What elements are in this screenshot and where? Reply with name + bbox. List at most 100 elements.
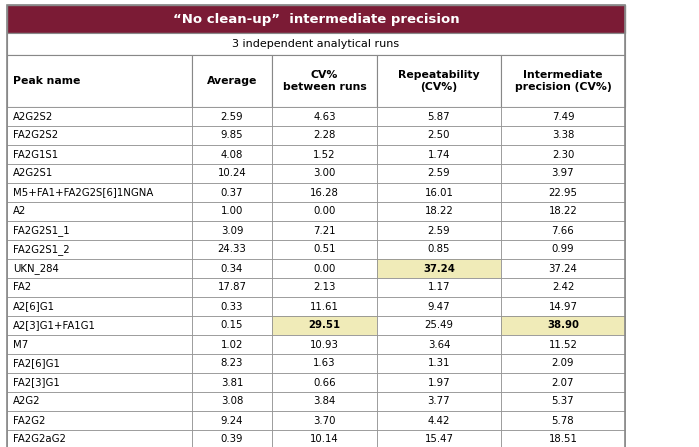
Bar: [501, 316, 625, 335]
Text: 2.59: 2.59: [428, 225, 450, 236]
Text: 18.51: 18.51: [549, 434, 577, 444]
Bar: [501, 411, 625, 430]
Text: 3.38: 3.38: [552, 131, 574, 140]
Bar: [7, 430, 192, 447]
Text: 16.01: 16.01: [424, 187, 454, 198]
Text: 37.24: 37.24: [549, 263, 577, 274]
Text: 1.52: 1.52: [313, 149, 336, 160]
Bar: [272, 183, 377, 202]
Text: 3.64: 3.64: [428, 340, 450, 350]
Text: 2.28: 2.28: [313, 131, 336, 140]
Text: 7.49: 7.49: [552, 111, 575, 122]
Text: A2G2S2: A2G2S2: [13, 111, 53, 122]
Text: 1.63: 1.63: [313, 358, 336, 368]
Text: 1.31: 1.31: [428, 358, 450, 368]
Text: 10.14: 10.14: [310, 434, 339, 444]
Bar: [272, 335, 377, 354]
Text: 2.50: 2.50: [428, 131, 450, 140]
Bar: [272, 278, 377, 297]
Text: Peak name: Peak name: [13, 76, 80, 86]
Text: 11.61: 11.61: [310, 301, 339, 312]
Text: FA2G2S2: FA2G2S2: [13, 131, 58, 140]
Bar: [192, 354, 272, 373]
Bar: [501, 373, 625, 392]
Bar: [192, 221, 272, 240]
Bar: [7, 259, 192, 278]
Text: 9.85: 9.85: [221, 131, 243, 140]
Text: UKN_284: UKN_284: [13, 263, 59, 274]
Text: FA2G2aG2: FA2G2aG2: [13, 434, 66, 444]
Bar: [192, 297, 272, 316]
Bar: [272, 259, 377, 278]
Bar: [272, 126, 377, 145]
Bar: [192, 55, 272, 107]
Bar: [377, 430, 501, 447]
Bar: [272, 145, 377, 164]
Text: 11.52: 11.52: [549, 340, 577, 350]
Bar: [501, 430, 625, 447]
Bar: [272, 221, 377, 240]
Bar: [7, 316, 192, 335]
Bar: [272, 392, 377, 411]
Bar: [7, 240, 192, 259]
Bar: [377, 240, 501, 259]
Bar: [501, 221, 625, 240]
Text: FA2G1S1: FA2G1S1: [13, 149, 58, 160]
Bar: [377, 221, 501, 240]
Text: A2G2: A2G2: [13, 396, 41, 406]
Text: 5.37: 5.37: [552, 396, 575, 406]
Text: 24.33: 24.33: [217, 245, 246, 254]
Text: 37.24: 37.24: [423, 263, 455, 274]
Text: 4.08: 4.08: [221, 149, 243, 160]
Bar: [501, 145, 625, 164]
Text: 3.70: 3.70: [313, 416, 336, 426]
Text: 5.78: 5.78: [552, 416, 575, 426]
Text: A2[3]G1+FA1G1: A2[3]G1+FA1G1: [13, 320, 96, 330]
Bar: [272, 411, 377, 430]
Text: FA2G2: FA2G2: [13, 416, 45, 426]
Bar: [7, 183, 192, 202]
Bar: [192, 183, 272, 202]
Text: 3.97: 3.97: [552, 169, 575, 178]
Bar: [7, 5, 625, 33]
Bar: [7, 278, 192, 297]
Bar: [192, 145, 272, 164]
Text: Repeatability
(CV%): Repeatability (CV%): [398, 70, 480, 92]
Text: 3.08: 3.08: [221, 396, 243, 406]
Text: FA2G2S1_1: FA2G2S1_1: [13, 225, 70, 236]
Bar: [192, 278, 272, 297]
Text: 15.47: 15.47: [424, 434, 454, 444]
Bar: [272, 430, 377, 447]
Text: 1.00: 1.00: [221, 207, 243, 216]
Text: 0.00: 0.00: [313, 263, 336, 274]
Bar: [501, 202, 625, 221]
Bar: [377, 107, 501, 126]
Text: 22.95: 22.95: [549, 187, 577, 198]
Bar: [272, 316, 377, 335]
Bar: [501, 335, 625, 354]
Bar: [7, 126, 192, 145]
Text: 4.42: 4.42: [428, 416, 450, 426]
Bar: [501, 354, 625, 373]
Text: 0.66: 0.66: [313, 378, 336, 388]
Text: 2.30: 2.30: [552, 149, 574, 160]
Text: 0.51: 0.51: [313, 245, 336, 254]
Text: 1.97: 1.97: [428, 378, 450, 388]
Text: 3.84: 3.84: [313, 396, 336, 406]
Text: 2.59: 2.59: [221, 111, 243, 122]
Bar: [377, 316, 501, 335]
Text: 9.24: 9.24: [221, 416, 243, 426]
Text: 2.59: 2.59: [428, 169, 450, 178]
Bar: [7, 297, 192, 316]
Bar: [501, 164, 625, 183]
Bar: [7, 221, 192, 240]
Text: 1.17: 1.17: [428, 283, 450, 292]
Bar: [192, 430, 272, 447]
Bar: [377, 55, 501, 107]
Bar: [377, 354, 501, 373]
Text: 18.22: 18.22: [549, 207, 577, 216]
Text: 10.93: 10.93: [310, 340, 339, 350]
Text: 16.28: 16.28: [310, 187, 339, 198]
Text: Average: Average: [207, 76, 257, 86]
Bar: [192, 411, 272, 430]
